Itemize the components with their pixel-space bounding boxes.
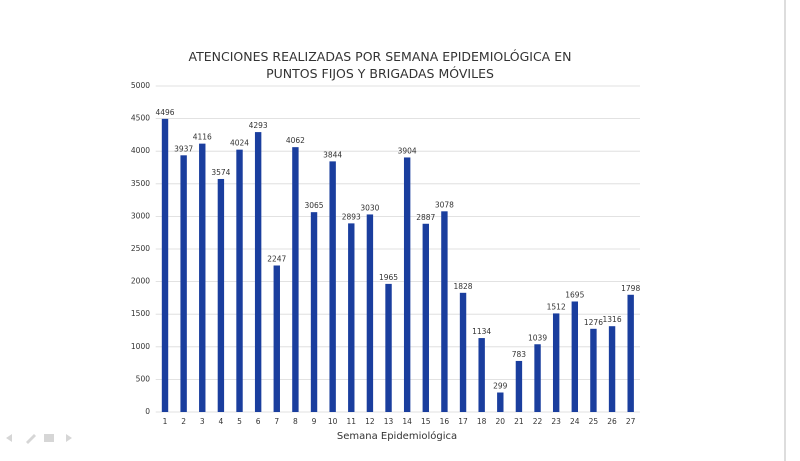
bar bbox=[403, 157, 411, 412]
x-tick-label: 18 bbox=[477, 417, 487, 426]
value-label: 1828 bbox=[453, 282, 472, 291]
value-label: 1134 bbox=[472, 327, 491, 336]
bar bbox=[310, 212, 318, 412]
bar bbox=[273, 265, 280, 412]
value-label: 2247 bbox=[267, 254, 286, 263]
y-tick-label: 3000 bbox=[131, 211, 150, 220]
prev-icon[interactable] bbox=[6, 434, 12, 442]
value-label: 3937 bbox=[174, 144, 193, 153]
bar bbox=[497, 392, 504, 412]
x-tick-label: 9 bbox=[312, 417, 317, 426]
value-label: 4293 bbox=[249, 121, 268, 130]
x-tick-label: 25 bbox=[589, 417, 599, 426]
value-label: 1695 bbox=[565, 290, 584, 299]
menu-icon[interactable] bbox=[44, 434, 54, 442]
bar bbox=[329, 161, 336, 412]
bar bbox=[608, 326, 616, 412]
value-label: 4116 bbox=[193, 133, 212, 142]
y-tick-label: 1500 bbox=[131, 309, 150, 318]
x-tick-label: 3 bbox=[200, 417, 205, 426]
x-tick-label: 17 bbox=[458, 417, 468, 426]
bar bbox=[366, 214, 374, 412]
x-tick-label: 24 bbox=[570, 417, 580, 426]
x-tick-label: 2 bbox=[181, 417, 186, 426]
x-tick-label: 4 bbox=[219, 417, 224, 426]
bar bbox=[236, 149, 243, 412]
bar bbox=[478, 338, 485, 412]
pen-icon[interactable] bbox=[26, 434, 36, 444]
x-tick-label: 1 bbox=[163, 417, 168, 426]
bar bbox=[199, 143, 206, 413]
bar bbox=[552, 313, 560, 412]
value-label: 4496 bbox=[155, 108, 174, 117]
value-label: 3574 bbox=[211, 168, 230, 177]
value-label: 2893 bbox=[342, 212, 361, 221]
x-tick-label: 15 bbox=[421, 417, 431, 426]
x-tick-label: 20 bbox=[496, 417, 506, 426]
value-label: 3065 bbox=[304, 201, 323, 210]
bar bbox=[254, 132, 262, 412]
x-tick-label: 27 bbox=[626, 417, 636, 426]
value-label: 3904 bbox=[398, 146, 417, 155]
value-label: 1965 bbox=[379, 273, 398, 282]
x-tick-label: 23 bbox=[551, 417, 561, 426]
value-label: 2887 bbox=[416, 213, 435, 222]
bar bbox=[590, 328, 597, 412]
x-tick-label: 13 bbox=[384, 417, 394, 426]
x-tick-label: 26 bbox=[607, 417, 617, 426]
bar bbox=[441, 211, 448, 412]
bar bbox=[534, 344, 541, 412]
x-tick-label: 22 bbox=[533, 417, 543, 426]
value-label: 783 bbox=[512, 350, 527, 359]
bar bbox=[571, 301, 579, 412]
bar bbox=[348, 223, 355, 412]
value-label: 299 bbox=[493, 382, 508, 391]
x-tick-label: 21 bbox=[514, 417, 524, 426]
y-tick-label: 500 bbox=[136, 374, 151, 383]
value-label: 4062 bbox=[286, 136, 305, 145]
y-tick-label: 4000 bbox=[131, 146, 150, 155]
value-label: 1512 bbox=[547, 302, 566, 311]
value-label: 1798 bbox=[621, 284, 640, 293]
bar bbox=[422, 223, 429, 412]
x-tick-label: 7 bbox=[274, 417, 279, 426]
bar bbox=[180, 155, 187, 412]
value-label: 1039 bbox=[528, 333, 547, 342]
value-label: 1276 bbox=[584, 318, 603, 327]
y-tick-label: 0 bbox=[145, 407, 150, 416]
y-tick-label: 2500 bbox=[131, 244, 150, 253]
x-tick-label: 12 bbox=[365, 417, 375, 426]
slide-toolbar[interactable] bbox=[6, 434, 72, 444]
y-tick-label: 5000 bbox=[131, 81, 150, 90]
bar bbox=[161, 118, 169, 412]
x-tick-label: 14 bbox=[402, 417, 412, 426]
bar bbox=[515, 360, 523, 412]
x-tick-label: 16 bbox=[440, 417, 450, 426]
value-label: 4024 bbox=[230, 139, 249, 148]
bar bbox=[217, 178, 225, 412]
x-tick-label: 11 bbox=[347, 417, 357, 426]
x-tick-label: 5 bbox=[237, 417, 242, 426]
value-label: 3844 bbox=[323, 150, 342, 159]
y-tick-label: 2000 bbox=[131, 277, 150, 286]
x-axis-label: Semana Epidemiológica bbox=[337, 430, 457, 442]
bar bbox=[292, 147, 299, 412]
value-label: 3030 bbox=[360, 203, 379, 212]
x-tick-label: 8 bbox=[293, 417, 298, 426]
bar bbox=[627, 294, 634, 412]
y-tick-label: 3500 bbox=[131, 179, 150, 188]
next-icon[interactable] bbox=[66, 434, 72, 442]
y-tick-label: 4500 bbox=[131, 114, 150, 123]
y-tick-label: 1000 bbox=[131, 342, 150, 351]
value-label: 1316 bbox=[603, 315, 622, 324]
bar bbox=[385, 283, 392, 412]
value-label: 3078 bbox=[435, 200, 454, 209]
x-tick-label: 10 bbox=[328, 417, 338, 426]
bar bbox=[459, 292, 467, 412]
x-tick-label: 6 bbox=[256, 417, 261, 426]
chart-title: ATENCIONES REALIZADAS POR SEMANA EPIDEMI… bbox=[188, 49, 572, 81]
